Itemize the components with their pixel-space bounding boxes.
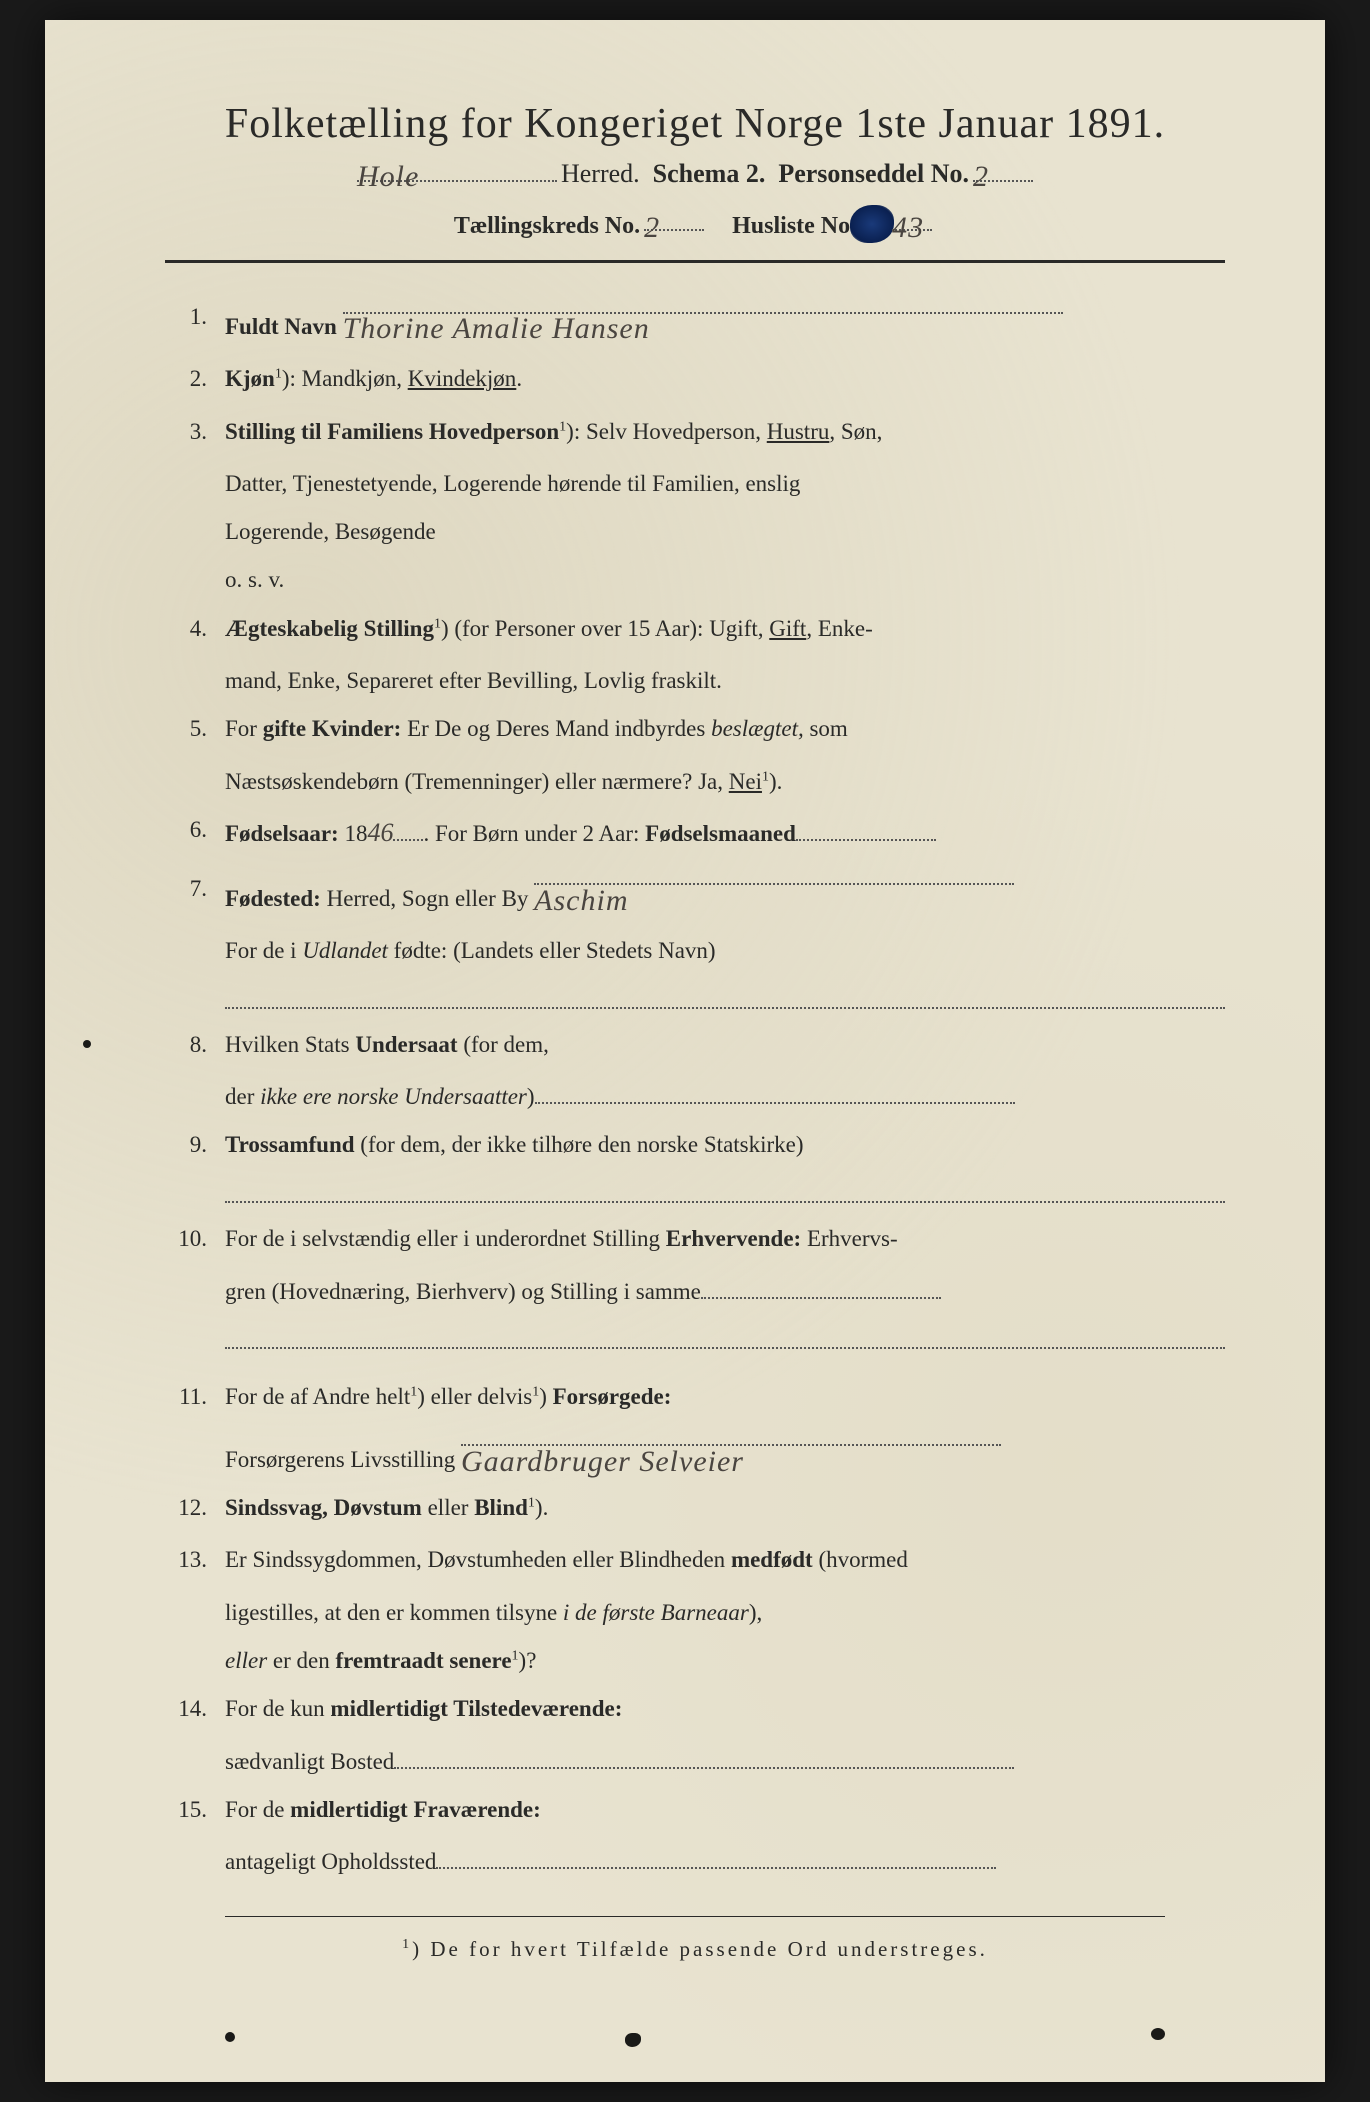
- header-row-1: Hole Herred. Schema 2. Personseddel No. …: [165, 156, 1225, 189]
- census-form-page: Folketælling for Kongeriget Norge 1ste J…: [45, 20, 1325, 2082]
- husliste-field: 43: [892, 207, 932, 231]
- footnote-divider: [225, 1916, 1165, 1917]
- ink-spot-icon: [625, 2033, 641, 2047]
- blue-ink-annotation: [850, 205, 894, 243]
- header-row-2: Tællingskreds No. 2 Husliste No. 43: [165, 195, 1225, 240]
- item-6: 6. Fødselsaar: 1846. For Børn under 2 Aa…: [165, 806, 1225, 861]
- name-field: Thorine Amalie Hansen: [343, 293, 1063, 314]
- form-title: Folketælling for Kongeriget Norge 1ste J…: [165, 100, 1225, 148]
- item-5: 5. For gifte Kvinder: Er De og Deres Man…: [165, 705, 1225, 753]
- item-10: 10. For de i selvstændig eller i underor…: [165, 1215, 1225, 1263]
- taellingskreds-field: 2: [644, 207, 704, 231]
- gender-selected: Kvindekjøn: [408, 366, 517, 391]
- item-1: 1. Fuldt Navn Thorine Amalie Hansen: [165, 293, 1225, 351]
- schema-label: Schema 2.: [653, 159, 766, 189]
- item-4: 4. Ægteskabelig Stilling1) (for Personer…: [165, 605, 1225, 653]
- item-3: 3. Stilling til Familiens Hovedperson1):…: [165, 408, 1225, 456]
- related-selected: Nei: [729, 769, 762, 794]
- provider-field: Gaardbruger Selveier: [461, 1426, 1001, 1447]
- ink-spot-icon: [225, 2032, 235, 2042]
- item-7: 7. Fødested: Herred, Sogn eller By Aschi…: [165, 865, 1225, 923]
- ink-spot-icon: [83, 1040, 91, 1048]
- husliste-label: Husliste No.: [732, 213, 856, 240]
- item-2: 2. Kjøn1): Mandkjøn, Kvindekjøn.: [165, 355, 1225, 403]
- item-14: 14. For de kun midlertidigt Tilstedevære…: [165, 1685, 1225, 1733]
- footnote: 1) De for hvert Tilfælde passende Ord un…: [165, 1937, 1225, 1962]
- taellingskreds-label: Tællingskreds No.: [454, 213, 640, 240]
- birth-year: 46: [367, 818, 393, 847]
- header-divider: [165, 260, 1225, 263]
- item-15: 15. For de midlertidigt Fraværende:: [165, 1786, 1225, 1834]
- form-items: 1. Fuldt Navn Thorine Amalie Hansen 2. K…: [165, 293, 1225, 1886]
- item-9: 9. Trossamfund (for dem, der ikke tilhør…: [165, 1121, 1225, 1169]
- item-12: 12. Sindssvag, Døvstum eller Blind1).: [165, 1484, 1225, 1532]
- marital-selected: Gift: [769, 616, 806, 641]
- item-13: 13. Er Sindssygdommen, Døvstumheden elle…: [165, 1536, 1225, 1584]
- ink-spot-icon: [1151, 2028, 1165, 2040]
- dotted-line: [225, 981, 1225, 1009]
- personseddel-field: 2: [973, 156, 1033, 182]
- personseddel-label: Personseddel No.: [778, 159, 969, 189]
- item-8: 8. Hvilken Stats Undersaat (for dem,: [165, 1021, 1225, 1069]
- item-11: 11. For de af Andre helt1) eller delvis1…: [165, 1373, 1225, 1421]
- relation-selected: Hustru: [767, 419, 830, 444]
- dotted-line: [225, 1322, 1225, 1350]
- dotted-line: [225, 1176, 1225, 1204]
- birthplace-field: Aschim: [534, 865, 1014, 886]
- item-1-label: Fuldt Navn: [225, 314, 337, 339]
- herred-field: Hole: [357, 156, 557, 182]
